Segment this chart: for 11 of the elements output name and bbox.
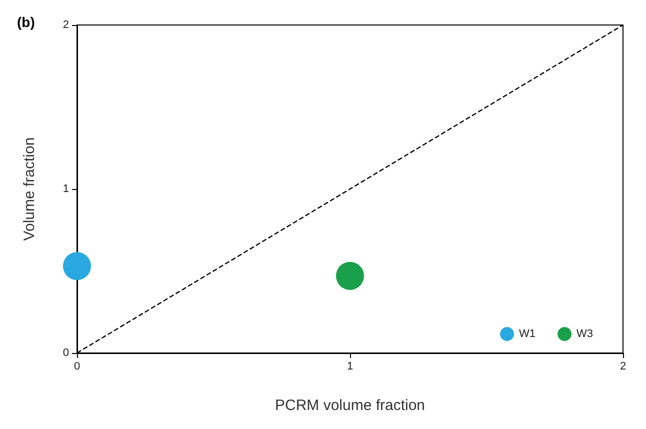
x-tick-label: 0 <box>74 360 80 372</box>
y-axis-title: Volume fraction <box>21 137 38 241</box>
x-tick-label: 2 <box>620 360 626 372</box>
x-axis-title: PCRM volume fraction <box>274 397 426 414</box>
y-tick-label: 2 <box>62 19 69 31</box>
y-tick-label: 0 <box>62 347 69 359</box>
legend-label: W3 <box>576 328 593 340</box>
x-tick-label: 1 <box>346 360 354 372</box>
y-tick-label: 1 <box>62 183 69 195</box>
legend-label: W1 <box>519 328 536 340</box>
chart-title: (b) <box>17 14 35 30</box>
